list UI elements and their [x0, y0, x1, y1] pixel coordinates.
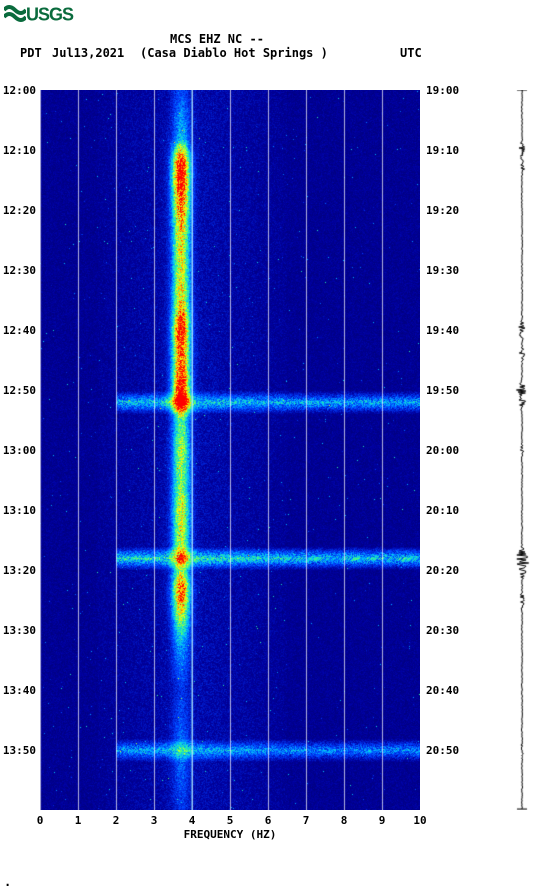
right-time-tick: 20:00 — [426, 444, 459, 457]
freq-tick: 0 — [37, 814, 44, 827]
right-tz-label: UTC — [400, 46, 422, 60]
x-axis-title: FREQUENCY (HZ) — [40, 828, 420, 841]
right-time-tick: 20:10 — [426, 504, 459, 517]
usgs-logo: USGS — [4, 4, 73, 27]
left-time-tick: 12:00 — [3, 84, 36, 97]
right-time-tick: 19:10 — [426, 144, 459, 157]
right-time-tick: 19:20 — [426, 204, 459, 217]
left-time-tick: 12:40 — [3, 324, 36, 337]
right-time-tick: 19:00 — [426, 84, 459, 97]
freq-tick: 7 — [303, 814, 310, 827]
freq-tick: 3 — [151, 814, 158, 827]
left-time-tick: 12:30 — [3, 264, 36, 277]
freq-tick: 9 — [379, 814, 386, 827]
freq-tick: 10 — [413, 814, 426, 827]
left-time-tick: 13:50 — [3, 744, 36, 757]
logo-text: USGS — [26, 4, 73, 24]
freq-tick: 6 — [265, 814, 272, 827]
freq-tick: 5 — [227, 814, 234, 827]
waveform-canvas — [502, 90, 542, 810]
left-time-tick: 13:30 — [3, 624, 36, 637]
left-time-axis: 12:0012:1012:2012:3012:4012:5013:0013:10… — [4, 90, 38, 810]
left-time-tick: 13:40 — [3, 684, 36, 697]
spectrogram-plot — [40, 90, 420, 810]
spectrogram-canvas — [40, 90, 420, 810]
left-time-tick: 13:10 — [3, 504, 36, 517]
right-time-tick: 19:30 — [426, 264, 459, 277]
left-time-tick: 12:20 — [3, 204, 36, 217]
left-time-tick: 13:00 — [3, 444, 36, 457]
logo-wave-icon — [4, 4, 26, 27]
station-name: (Casa Diablo Hot Springs ) — [140, 46, 328, 60]
waveform-trace — [502, 90, 542, 810]
right-time-tick: 19:40 — [426, 324, 459, 337]
freq-tick: 8 — [341, 814, 348, 827]
right-time-axis: 19:0019:1019:2019:3019:4019:5020:0020:10… — [424, 90, 464, 810]
freq-tick: 4 — [189, 814, 196, 827]
right-time-tick: 20:40 — [426, 684, 459, 697]
right-time-tick: 20:30 — [426, 624, 459, 637]
left-time-tick: 13:20 — [3, 564, 36, 577]
date-label: Jul13,2021 — [52, 46, 124, 60]
left-time-tick: 12:50 — [3, 384, 36, 397]
right-time-tick: 20:50 — [426, 744, 459, 757]
freq-tick: 2 — [113, 814, 120, 827]
right-time-tick: 20:20 — [426, 564, 459, 577]
footer-dot: . — [4, 875, 11, 889]
left-time-tick: 12:10 — [3, 144, 36, 157]
left-tz-label: PDT — [20, 46, 42, 60]
right-time-tick: 19:50 — [426, 384, 459, 397]
station-code: MCS EHZ NC -- — [170, 32, 264, 46]
freq-tick: 1 — [75, 814, 82, 827]
